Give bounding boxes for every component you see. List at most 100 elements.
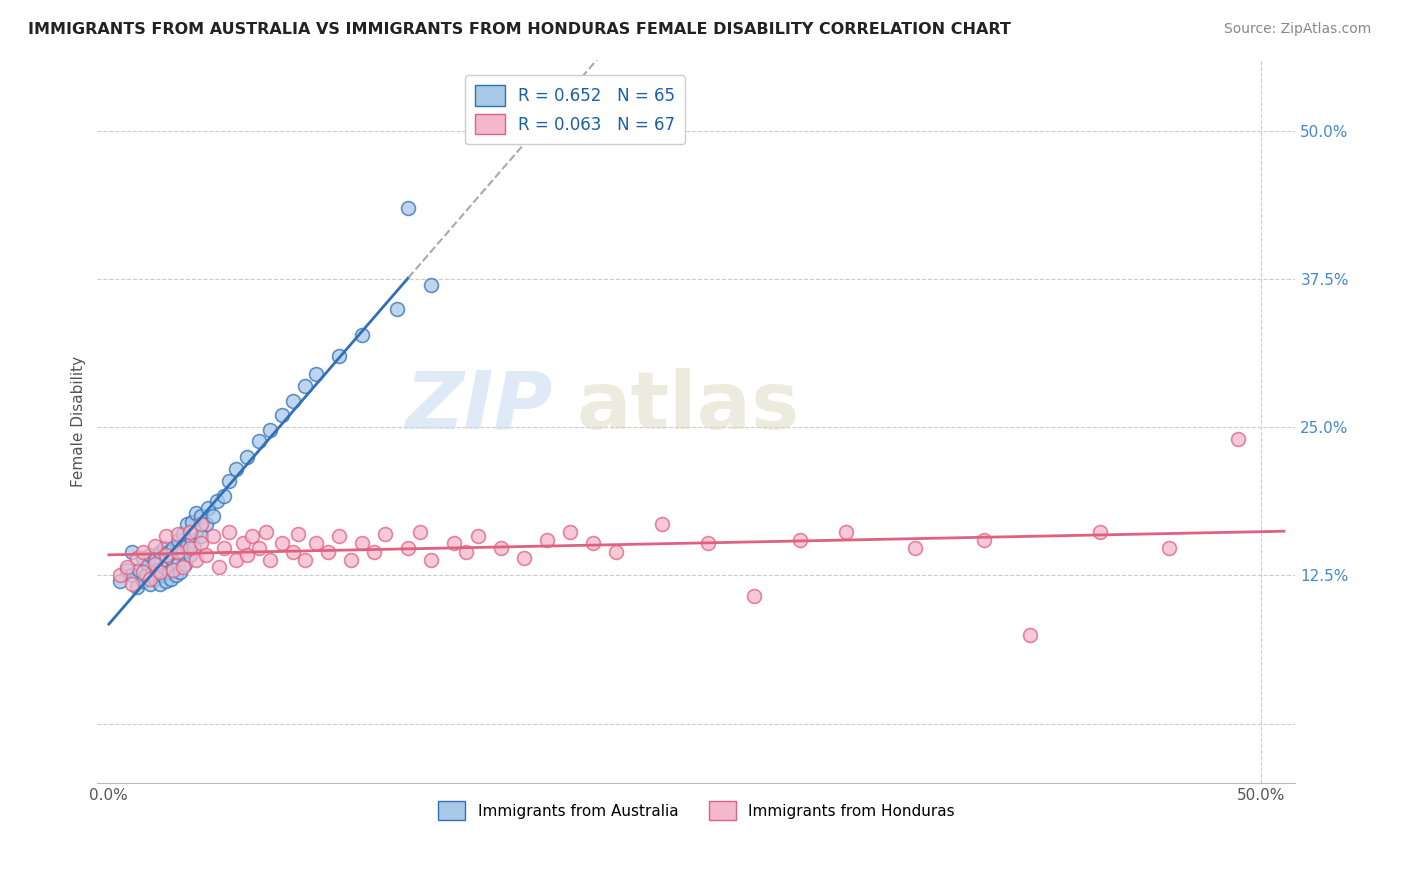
Point	[742, 589, 765, 603]
Point	[180, 515, 202, 529]
Point	[139, 549, 162, 563]
Point	[153, 560, 176, 574]
Point	[489, 541, 512, 556]
Point	[240, 529, 263, 543]
Point	[162, 563, 184, 577]
Point	[231, 536, 253, 550]
Text: ZIP: ZIP	[405, 368, 553, 446]
Point	[128, 563, 150, 577]
Point	[167, 557, 190, 571]
Point	[294, 553, 316, 567]
Point	[174, 557, 197, 571]
Point	[139, 572, 162, 586]
Point	[136, 557, 159, 571]
Point	[201, 529, 224, 543]
Point	[1157, 541, 1180, 556]
Point	[259, 553, 281, 567]
Point	[172, 545, 194, 559]
Point	[225, 462, 247, 476]
Point	[236, 450, 259, 464]
Point	[125, 580, 148, 594]
Point	[1088, 524, 1111, 539]
Point	[197, 500, 219, 515]
Point	[1226, 432, 1249, 446]
Point	[190, 509, 212, 524]
Text: Source: ZipAtlas.com: Source: ZipAtlas.com	[1223, 22, 1371, 37]
Point	[180, 533, 202, 547]
Point	[186, 524, 208, 539]
Point	[176, 517, 198, 532]
Point	[1019, 628, 1042, 642]
Point	[186, 506, 208, 520]
Point	[467, 529, 489, 543]
Point	[132, 550, 155, 565]
Point	[558, 524, 581, 539]
Point	[443, 536, 465, 550]
Point	[167, 527, 190, 541]
Y-axis label: Female Disability: Female Disability	[72, 356, 86, 487]
Point	[194, 549, 217, 563]
Point	[150, 568, 173, 582]
Point	[169, 565, 191, 579]
Point	[148, 565, 170, 579]
Point	[208, 560, 231, 574]
Point	[157, 565, 180, 579]
Point	[270, 536, 292, 550]
Point	[247, 541, 270, 556]
Point	[143, 553, 166, 567]
Point	[352, 536, 374, 550]
Point	[139, 576, 162, 591]
Point	[160, 572, 183, 586]
Point	[201, 509, 224, 524]
Point	[142, 565, 165, 579]
Point	[536, 533, 558, 547]
Point	[512, 550, 534, 565]
Point	[396, 201, 419, 215]
Point	[110, 568, 132, 582]
Point	[294, 378, 316, 392]
Legend: Immigrants from Australia, Immigrants from Honduras: Immigrants from Australia, Immigrants fr…	[432, 795, 962, 826]
Point	[385, 301, 408, 316]
Point	[143, 572, 166, 586]
Point	[155, 549, 177, 563]
Point	[117, 563, 139, 577]
Point	[352, 327, 374, 342]
Point	[605, 545, 627, 559]
Point	[179, 549, 201, 563]
Point	[148, 545, 170, 559]
Point	[135, 568, 157, 582]
Point	[212, 489, 235, 503]
Point	[176, 539, 198, 553]
Point	[121, 576, 143, 591]
Point	[218, 474, 240, 488]
Point	[162, 541, 184, 556]
Point	[153, 541, 176, 556]
Point	[259, 423, 281, 437]
Point	[125, 550, 148, 565]
Point	[165, 568, 187, 582]
Point	[132, 545, 155, 559]
Point	[789, 533, 811, 547]
Point	[328, 529, 350, 543]
Point	[110, 574, 132, 589]
Point	[328, 349, 350, 363]
Point	[236, 549, 259, 563]
Point	[697, 536, 720, 550]
Point	[167, 533, 190, 547]
Point	[339, 553, 361, 567]
Point	[186, 553, 208, 567]
Point	[305, 536, 328, 550]
Point	[132, 565, 155, 579]
Point	[183, 541, 205, 556]
Point	[179, 524, 201, 539]
Point	[155, 529, 177, 543]
Point	[143, 539, 166, 553]
Point	[148, 576, 170, 591]
Point	[218, 524, 240, 539]
Point	[167, 545, 190, 559]
Point	[420, 277, 443, 292]
Point	[396, 541, 419, 556]
Point	[162, 563, 184, 577]
Point	[160, 550, 183, 565]
Point	[146, 563, 169, 577]
